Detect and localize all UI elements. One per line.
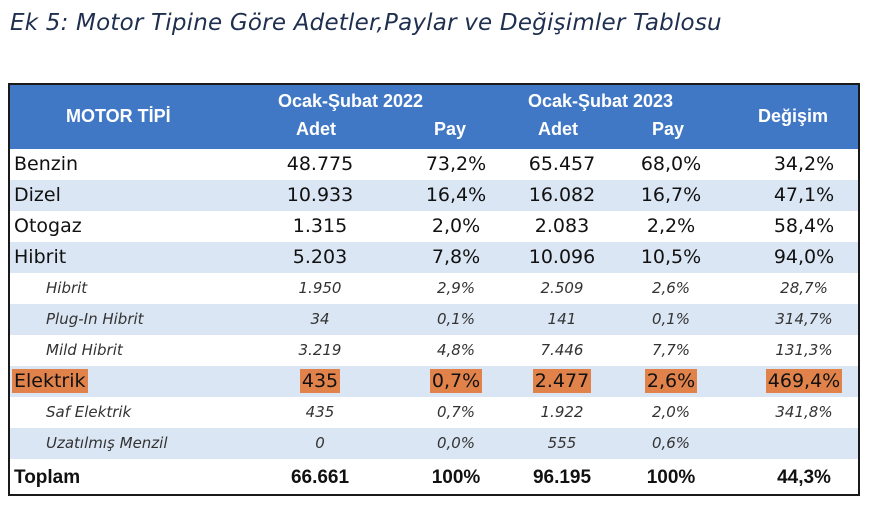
row-name: Hibrit xyxy=(14,246,67,268)
motor-type-table: MOTOR TİPİ Ocak-Şubat 2022 Ocak-Şubat 20… xyxy=(8,83,860,496)
adet-2022: 0 xyxy=(315,434,325,452)
row-name: Dizel xyxy=(14,184,61,206)
pay-2022: 4,8% xyxy=(436,341,476,359)
adet-2023: 16.082 xyxy=(528,184,596,206)
table-row: Saf Elektrik 435 0,7% 1.922 2,0% 341,8% xyxy=(10,397,858,428)
table-row: Benzin 48.775 73,2% 65.457 68,0% 34,2% xyxy=(10,149,858,180)
adet-2022: 48.775 xyxy=(286,153,354,175)
pay-2023: 0,6% xyxy=(651,434,691,452)
pay-2023: 16,7% xyxy=(640,184,702,206)
adet-2022: 435 xyxy=(299,369,341,393)
pay-2022: 2,9% xyxy=(436,279,476,297)
pay-2022: 7,8% xyxy=(431,246,481,268)
adet-2023: 141 xyxy=(547,310,577,328)
adet-2022: 1.315 xyxy=(292,215,348,237)
pay-2022: 0,1% xyxy=(436,310,476,328)
adet-2023: 1.922 xyxy=(540,403,584,421)
row-name: Uzatılmış Menzil xyxy=(46,434,168,452)
row-name: Hibrit xyxy=(46,279,88,297)
table-row: Mild Hibrit 3.219 4,8% 7.446 7,7% 131,3% xyxy=(10,335,858,366)
table-row: Otogaz 1.315 2,0% 2.083 2,2% 58,4% xyxy=(10,211,858,242)
pay-2022: 0,0% xyxy=(436,434,476,452)
adet-2023: 65.457 xyxy=(528,153,596,175)
degisim: 44,3% xyxy=(777,467,831,488)
adet-2022-cell: 435 xyxy=(276,366,364,397)
header-pay-2022: Pay xyxy=(434,119,467,139)
pay-2023: 10,5% xyxy=(640,246,702,268)
adet-2023: 96.195 xyxy=(532,467,592,488)
header-degisim: Değişim xyxy=(758,106,829,126)
header-pay-2023: Pay xyxy=(652,119,685,139)
header-motor-type: MOTOR TİPİ xyxy=(66,106,171,126)
adet-2023: 2.477 xyxy=(532,369,592,393)
degisim: 47,1% xyxy=(773,184,835,206)
header-adet-2023: Adet xyxy=(538,119,578,139)
pay-2022: 100% xyxy=(431,467,481,488)
adet-2023: 555 xyxy=(547,434,577,452)
degisim: 341,8% xyxy=(775,403,833,421)
adet-2023: 7.446 xyxy=(540,341,584,359)
table-header: MOTOR TİPİ Ocak-Şubat 2022 Ocak-Şubat 20… xyxy=(10,85,858,149)
row-name: Saf Elektrik xyxy=(46,403,132,421)
row-name: Mild Hibrit xyxy=(46,341,123,359)
row-name: Plug-In Hibrit xyxy=(46,310,144,328)
pay-2023: 68,0% xyxy=(640,153,702,175)
header-period-2023: Ocak-Şubat 2023 xyxy=(528,91,674,111)
row-name: Benzin xyxy=(14,153,79,175)
row-name: Otogaz xyxy=(14,215,82,237)
degisim: 94,0% xyxy=(773,246,835,268)
adet-2022: 34 xyxy=(310,310,330,328)
adet-2023: 2.509 xyxy=(540,279,584,297)
pay-2023: 2,6% xyxy=(651,279,691,297)
pay-2023: 7,7% xyxy=(651,341,691,359)
adet-2022: 5.203 xyxy=(292,246,348,268)
pay-2023: 2,2% xyxy=(646,215,696,237)
pay-2023: 2,0% xyxy=(651,403,691,421)
header-period-2022: Ocak-Şubat 2022 xyxy=(278,91,424,111)
adet-2023: 2.083 xyxy=(534,215,590,237)
degisim: 58,4% xyxy=(773,215,835,237)
adet-2022: 10.933 xyxy=(286,184,354,206)
pay-2022: 0,7% xyxy=(429,369,483,393)
row-name-cell: Elektrik xyxy=(12,366,88,397)
pay-2022: 16,4% xyxy=(425,184,487,206)
degisim xyxy=(760,428,848,459)
header-adet-2022: Adet xyxy=(296,119,336,139)
table-row-total: Toplam 66.661 100% 96.195 100% 44,3% xyxy=(10,462,858,493)
degisim: 131,3% xyxy=(775,341,833,359)
degisim: 314,7% xyxy=(775,310,833,328)
table-row: Uzatılmış Menzil 0 0,0% 555 0,6% xyxy=(10,428,858,459)
pay-2022: 73,2% xyxy=(425,153,487,175)
pay-2023-cell: 2,6% xyxy=(628,366,714,397)
page-title: Ek 5: Motor Tipine Göre Adetler,Paylar v… xyxy=(10,10,722,36)
degisim: 28,7% xyxy=(780,279,828,297)
pay-2022: 0,7% xyxy=(436,403,476,421)
adet-2022: 66.661 xyxy=(290,467,350,488)
adet-2023: 10.096 xyxy=(528,246,596,268)
adet-2022: 1.950 xyxy=(298,279,342,297)
row-name: Elektrik xyxy=(12,369,88,393)
adet-2022: 3.219 xyxy=(298,341,342,359)
adet-2022: 435 xyxy=(305,403,335,421)
degisim-cell: 469,4% xyxy=(760,366,848,397)
table-row-highlighted: Elektrik 435 0,7% 2.477 2,6% 469,4% xyxy=(10,366,858,397)
table-row: Hibrit 5.203 7,8% 10.096 10,5% 94,0% xyxy=(10,242,858,273)
table-row: Hibrit 1.950 2,9% 2.509 2,6% 28,7% xyxy=(10,273,858,304)
pay-2022: 2,0% xyxy=(431,215,481,237)
pay-2022-cell: 0,7% xyxy=(412,366,500,397)
adet-2023-cell: 2.477 xyxy=(520,366,604,397)
pay-2023: 100% xyxy=(646,467,696,488)
degisim: 34,2% xyxy=(773,153,835,175)
pay-2023: 0,1% xyxy=(651,310,691,328)
degisim: 469,4% xyxy=(765,369,843,393)
table-row: Dizel 10.933 16,4% 16.082 16,7% 47,1% xyxy=(10,180,858,211)
row-name: Toplam xyxy=(14,467,81,488)
pay-2023: 2,6% xyxy=(644,369,698,393)
table-row: Plug-In Hibrit 34 0,1% 141 0,1% 314,7% xyxy=(10,304,858,335)
